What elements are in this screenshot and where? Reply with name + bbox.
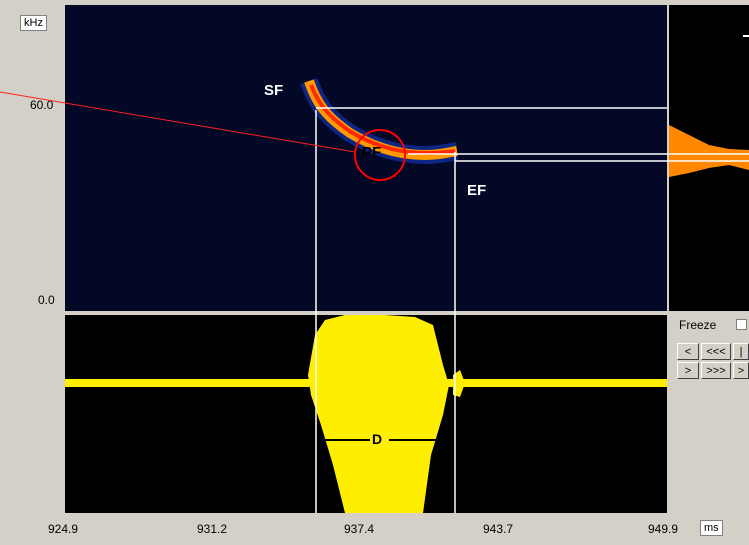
spectrogram-panel[interactable]: SF PF EF <box>65 5 667 311</box>
x-tick-4: 943.7 <box>483 522 514 536</box>
power-spectrum-canvas <box>669 35 749 177</box>
power-spectrum-panel <box>669 5 749 311</box>
last-button[interactable]: > <box>733 362 749 379</box>
waveform-panel[interactable]: D <box>65 315 667 513</box>
waveform-canvas <box>65 315 667 513</box>
fast-prev-button[interactable]: <<< <box>701 343 731 360</box>
y-tick-0: 0.0 <box>38 293 55 307</box>
x-tick-2: 931.2 <box>197 522 228 536</box>
x-tick-3: 937.4 <box>344 522 375 536</box>
next-button[interactable]: > <box>677 362 699 379</box>
x-unit-label: ms <box>700 520 723 536</box>
fast-next-button[interactable]: >>> <box>701 362 731 379</box>
first-button[interactable]: | <box>733 343 749 360</box>
ef-label: EF <box>467 182 487 199</box>
duration-label: D <box>372 431 383 447</box>
prev-button[interactable]: < <box>677 343 699 360</box>
sf-label: SF <box>264 82 284 99</box>
y-tick-60: 60.0 <box>30 98 54 112</box>
y-unit-label: kHz <box>20 15 47 31</box>
waveform-echo <box>453 370 465 397</box>
x-tick-5: 949.9 <box>648 522 679 536</box>
x-tick-1: 924.9 <box>48 522 79 536</box>
pf-label: PF <box>362 144 382 161</box>
freeze-checkbox[interactable] <box>736 319 747 330</box>
waveform-envelope <box>308 315 449 513</box>
freeze-label: Freeze <box>679 318 717 332</box>
spectrum-shape <box>669 125 749 177</box>
